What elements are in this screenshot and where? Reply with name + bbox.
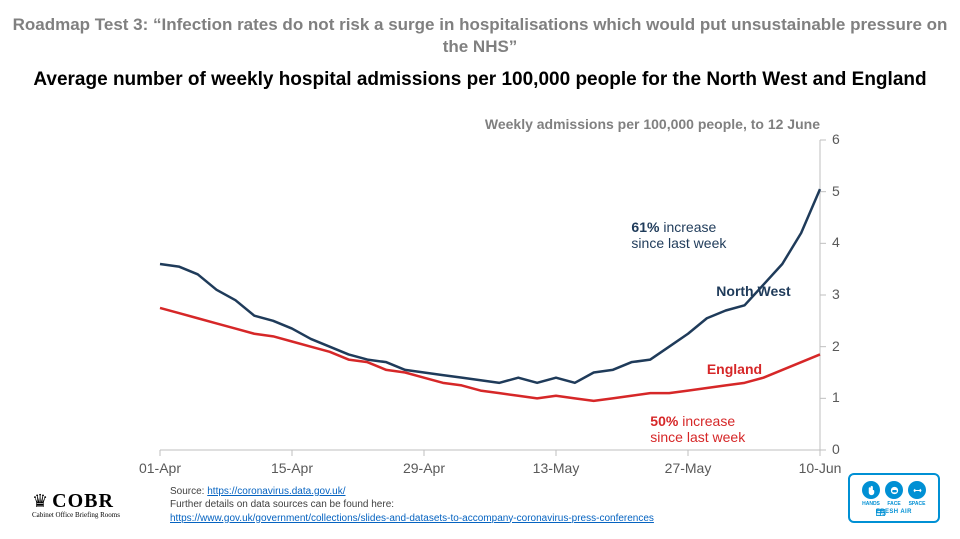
cobr-logo: ♛ COBR Cabinet Office Briefing Rooms: [32, 490, 120, 519]
source-link[interactable]: https://coronavirus.data.gov.uk/: [207, 486, 345, 497]
series-label: North West: [716, 283, 790, 299]
crest-icon: ♛: [32, 491, 48, 511]
line-chart: [0, 0, 960, 539]
y-tick: 5: [832, 183, 840, 199]
y-tick: 4: [832, 234, 840, 250]
y-tick: 6: [832, 131, 840, 147]
series-annotation: 61% increasesince last week: [631, 219, 726, 251]
hands-face-space-badge: HANDS FACE SPACE FRESH AIR: [848, 473, 940, 523]
x-tick: 01-Apr: [130, 460, 190, 476]
y-tick: 2: [832, 338, 840, 354]
x-tick: 29-Apr: [394, 460, 454, 476]
footer-sources: Source: https://coronavirus.data.gov.uk/…: [170, 485, 654, 526]
face-icon: [885, 481, 903, 499]
chart-subtitle: Weekly admissions per 100,000 people, to…: [485, 116, 820, 132]
y-tick: 0: [832, 441, 840, 457]
details-link[interactable]: https://www.gov.uk/government/collection…: [170, 513, 654, 524]
y-tick: 1: [832, 389, 840, 405]
series-annotation: 50% increasesince last week: [650, 413, 745, 445]
space-icon: [908, 481, 926, 499]
series-label: England: [707, 361, 762, 377]
y-tick: 3: [832, 286, 840, 302]
x-tick: 13-May: [526, 460, 586, 476]
wind-icon: [876, 509, 886, 516]
x-tick: 27-May: [658, 460, 718, 476]
hands-icon: [862, 481, 880, 499]
x-tick: 10-Jun: [790, 460, 850, 476]
x-tick: 15-Apr: [262, 460, 322, 476]
